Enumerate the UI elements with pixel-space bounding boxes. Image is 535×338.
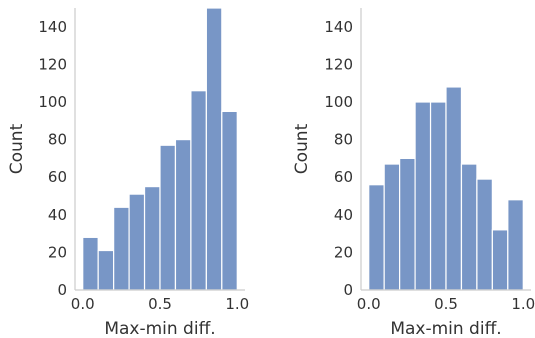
histogram-bar bbox=[82, 236, 99, 291]
y-tick-label: 20 bbox=[334, 243, 353, 261]
histogram-bar bbox=[383, 163, 401, 291]
y-tick-label: 60 bbox=[48, 168, 67, 186]
y-tick-label: 0 bbox=[343, 281, 353, 299]
y-tick-label: 120 bbox=[324, 55, 353, 73]
x-tick-label: 1.0 bbox=[225, 295, 249, 313]
histogram-bar bbox=[143, 186, 161, 291]
histogram-bar bbox=[190, 90, 207, 291]
y-tick-label: 80 bbox=[334, 131, 353, 149]
x-tick-label: 0.5 bbox=[148, 295, 172, 313]
y-tick-label: 120 bbox=[38, 55, 67, 73]
histogram-bar bbox=[205, 7, 223, 291]
histogram-bar bbox=[221, 110, 238, 291]
histogram-bar bbox=[476, 178, 493, 291]
histogram-bar bbox=[399, 157, 416, 291]
y-tick-label: 60 bbox=[334, 168, 353, 186]
y-tick-label: 100 bbox=[324, 93, 353, 111]
x-axis-title: Max-min diff. bbox=[390, 319, 501, 338]
y-axis-title: Count bbox=[7, 123, 27, 174]
y-tick-label: 80 bbox=[48, 131, 67, 149]
x-axis-title: Max-min diff. bbox=[104, 319, 215, 338]
x-tick-label: 0.5 bbox=[434, 295, 458, 313]
histogram-right: 0 20 40 60 80 100 120 140 0.0 0.5 1.0 Max-min diff.… bbox=[292, 8, 535, 338]
x-tick-label: 0.0 bbox=[71, 295, 95, 313]
y-tick-label: 40 bbox=[334, 206, 353, 224]
histogram-bar bbox=[97, 249, 115, 291]
histogram-bar bbox=[491, 229, 509, 291]
histogram-bar bbox=[414, 101, 432, 291]
y-tick-label: 40 bbox=[48, 206, 67, 224]
y-tick-label: 0 bbox=[57, 281, 67, 299]
y-tick-label: 140 bbox=[38, 18, 67, 36]
histogram-bar bbox=[174, 139, 192, 291]
y-tick-label: 20 bbox=[48, 243, 67, 261]
histogram-bar bbox=[159, 144, 177, 291]
histogram-bar bbox=[460, 163, 478, 291]
histogram-left: 0 20 40 60 80 100 120 140 0.0 0.5 1.0 Max-min diff.… bbox=[7, 7, 249, 338]
y-tick-label: 100 bbox=[38, 93, 67, 111]
y-tick-label: 140 bbox=[324, 18, 353, 36]
histogram-bar bbox=[429, 101, 447, 291]
x-tick-label: 0.0 bbox=[357, 295, 381, 313]
histogram-bar bbox=[507, 199, 524, 291]
x-tick-label: 1.0 bbox=[511, 295, 535, 313]
histogram-bar bbox=[445, 86, 463, 291]
y-axis-title: Count bbox=[292, 123, 312, 174]
histogram-bar bbox=[368, 184, 385, 291]
histogram-bar bbox=[113, 206, 130, 291]
histogram-bar bbox=[128, 193, 146, 291]
